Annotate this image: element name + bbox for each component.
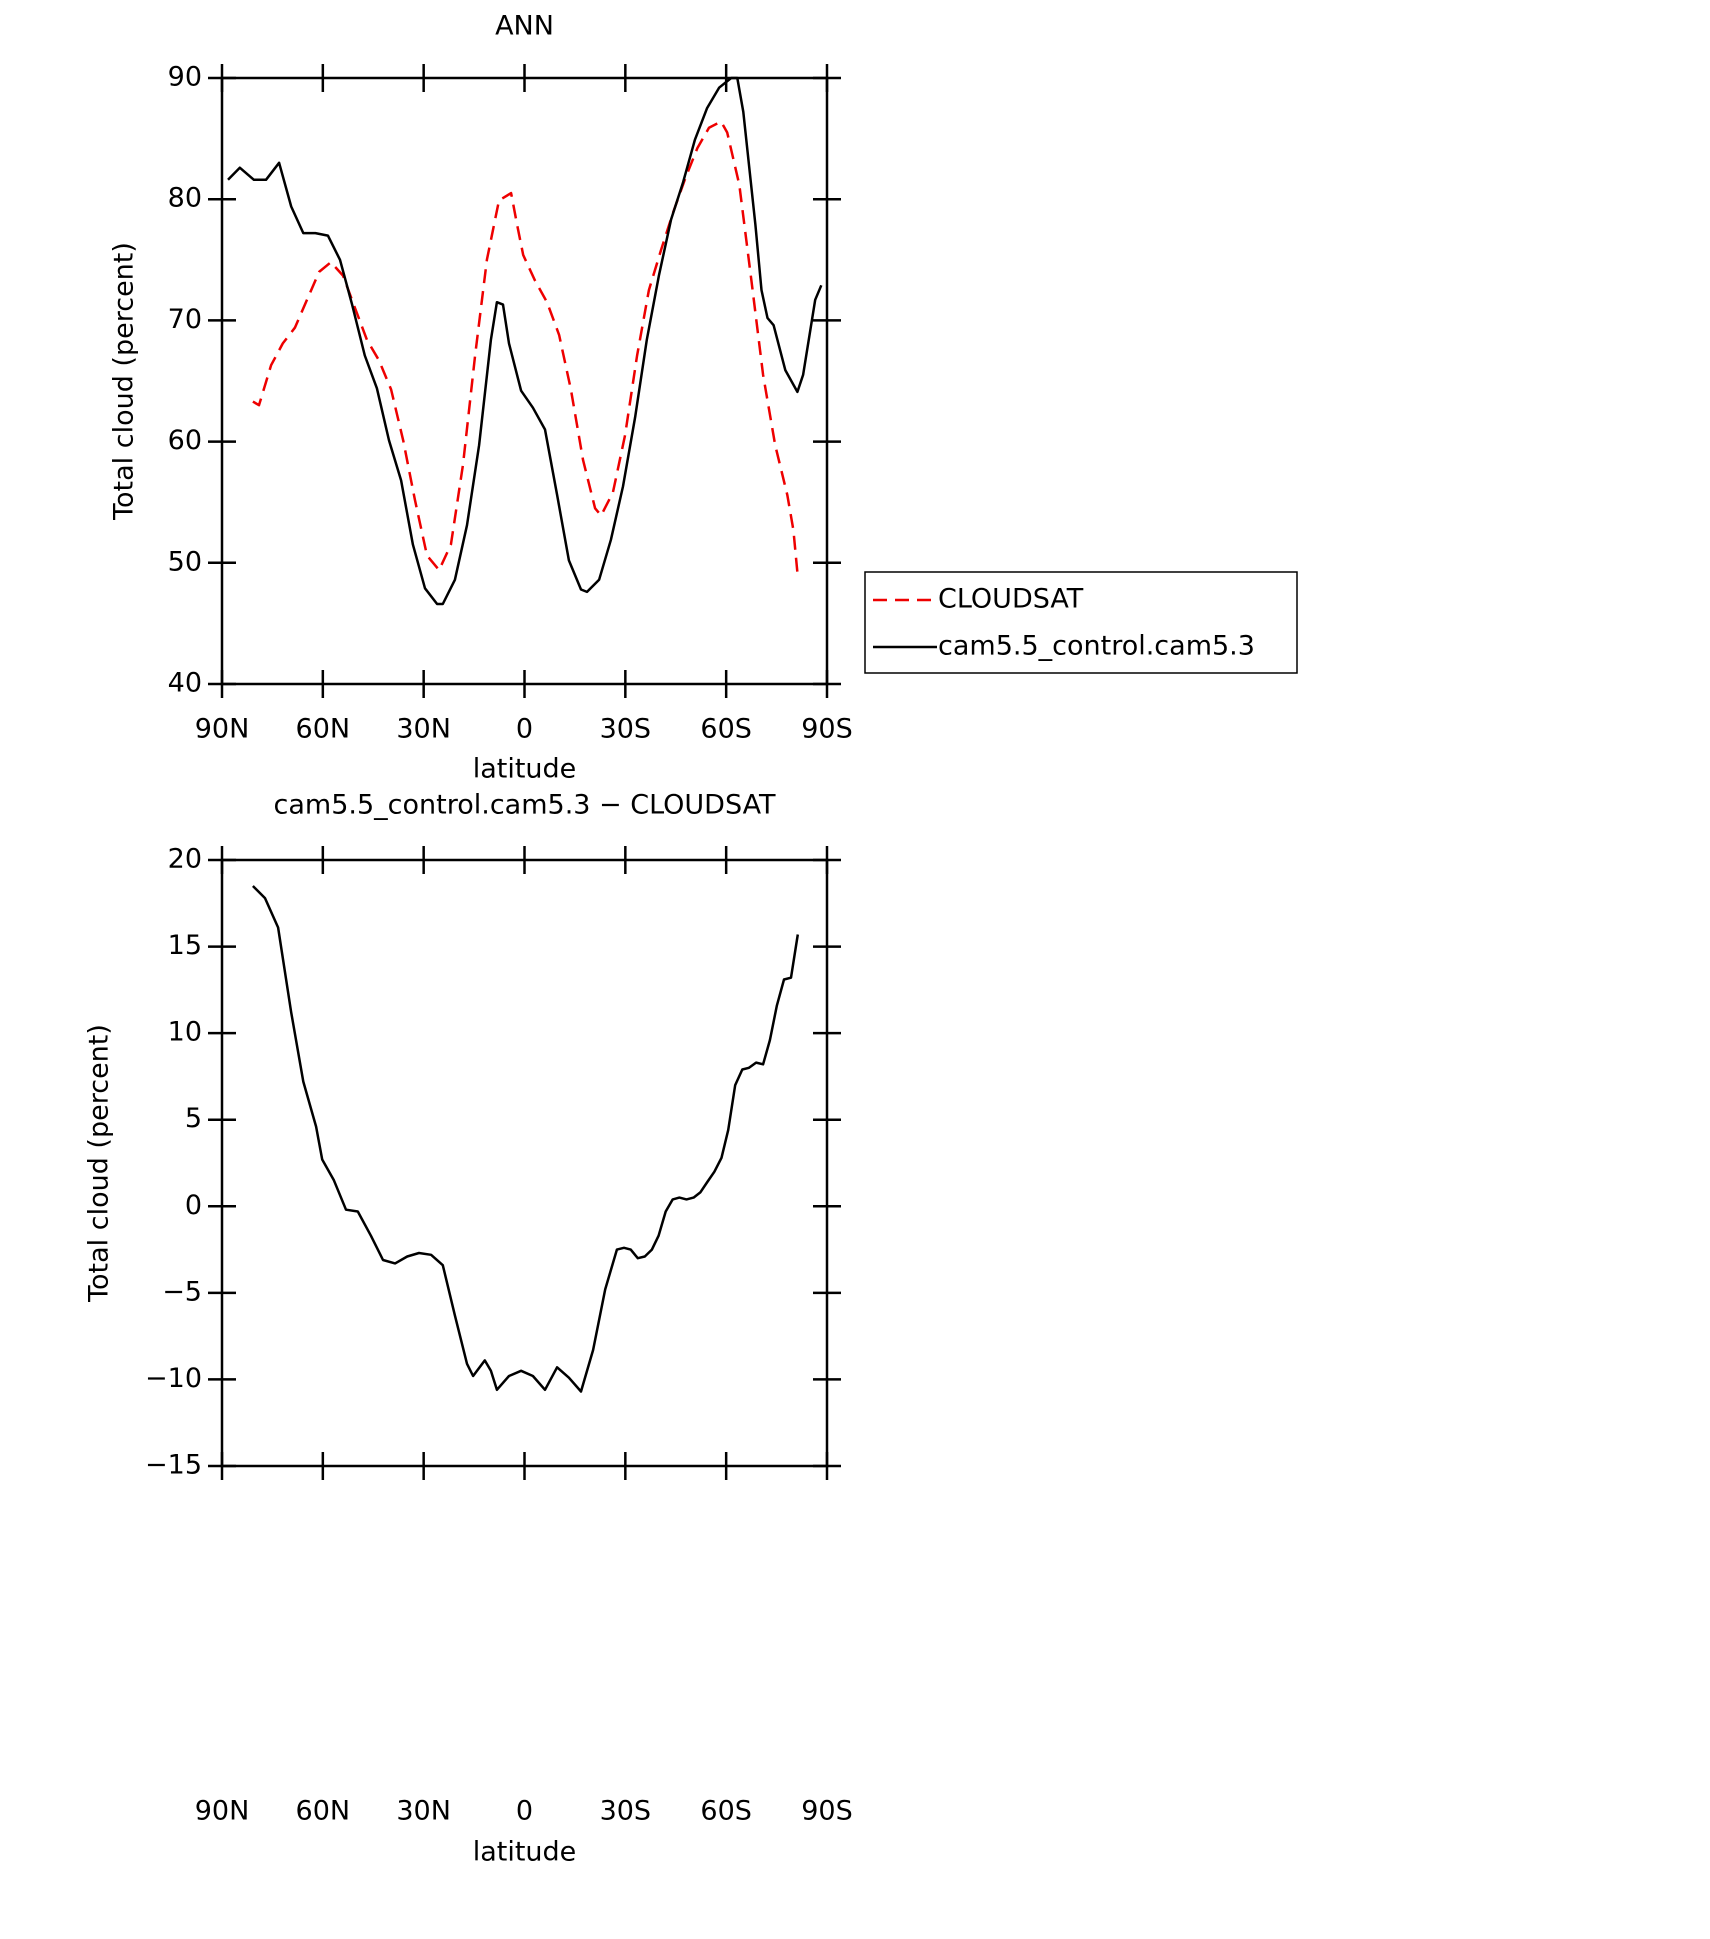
y-tick-label: 20 <box>168 844 202 875</box>
x-tick-label: 60S <box>700 1796 752 1827</box>
x-tick-label: 60N <box>296 714 351 745</box>
x-tick-label: 60N <box>296 1796 351 1827</box>
x-tick-label: 60S <box>700 714 752 745</box>
y-axis-label: Total cloud (percent) <box>84 1024 115 1303</box>
legend-label: CLOUDSAT <box>938 584 1084 615</box>
y-tick-label: −5 <box>162 1276 202 1307</box>
data-line <box>252 120 799 573</box>
x-tick-label: 0 <box>516 1796 533 1827</box>
y-tick-label: 10 <box>168 1017 202 1048</box>
x-tick-label: 30N <box>396 1796 451 1827</box>
y-tick-label: 0 <box>185 1190 202 1221</box>
x-tick-label: 30S <box>600 1796 652 1827</box>
y-tick-label: 5 <box>185 1103 202 1134</box>
y-tick-label: 60 <box>168 425 202 456</box>
y-tick-label: 50 <box>168 546 202 577</box>
y-tick-label: 70 <box>168 304 202 335</box>
chart-title: ANN <box>495 11 554 42</box>
x-tick-label: 90S <box>801 1796 853 1827</box>
x-tick-label: 0 <box>516 714 533 745</box>
y-tick-label: 80 <box>168 183 202 214</box>
y-tick-label: 40 <box>168 668 202 699</box>
legend-box <box>864 571 1298 674</box>
x-axis-label: latitude <box>473 754 577 785</box>
legend-label: cam5.5_control.cam5.3 <box>938 631 1255 662</box>
data-line <box>227 76 823 606</box>
y-tick-label: 90 <box>168 62 202 93</box>
y-tick-label: −15 <box>145 1450 202 1481</box>
y-axis-label: Total cloud (percent) <box>109 242 140 521</box>
data-line <box>252 885 800 1393</box>
chart-title: cam5.5_control.cam5.3 − CLOUDSAT <box>274 790 776 821</box>
plot-frame <box>220 858 829 1468</box>
x-tick-label: 90N <box>195 714 250 745</box>
x-tick-label: 30N <box>396 714 451 745</box>
x-tick-label: 90S <box>801 714 853 745</box>
y-tick-label: −10 <box>145 1363 202 1394</box>
y-tick-label: 15 <box>168 930 202 961</box>
x-axis-label: latitude <box>473 1837 577 1868</box>
x-tick-label: 90N <box>195 1796 250 1827</box>
x-tick-label: 30S <box>600 714 652 745</box>
